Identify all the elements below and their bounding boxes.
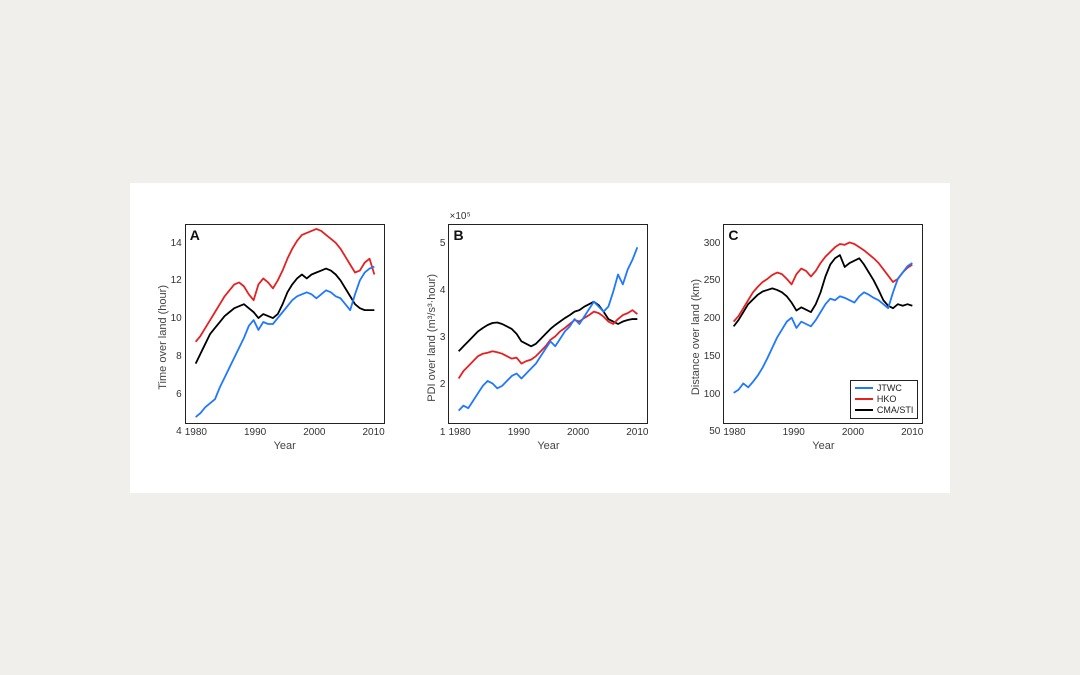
xtick-label: 2000 bbox=[842, 427, 864, 438]
xtick-label: 2000 bbox=[567, 427, 589, 438]
ytick-label: 50 bbox=[709, 426, 720, 437]
panel-b-plotbox: ×10⁵ B bbox=[448, 224, 648, 424]
panel-b-xticks: 1980 1990 2000 2010 bbox=[448, 427, 648, 438]
legend: JTWCHKOCMA/STI bbox=[850, 380, 919, 419]
ytick-label: 6 bbox=[176, 389, 182, 400]
xtick-label: 2010 bbox=[626, 427, 648, 438]
figure-card: Time over land (hour) 141210864 A 198019… bbox=[130, 183, 950, 493]
panel-c-xticks: 1980 1990 2000 2010 bbox=[723, 427, 923, 438]
ytick-label: 1 bbox=[440, 427, 446, 438]
page-background: Time over land (hour) 141210864 A 198019… bbox=[0, 0, 1080, 675]
ytick-label: 200 bbox=[704, 313, 721, 324]
legend-label: CMA/STI bbox=[877, 405, 914, 416]
ytick-label: 5 bbox=[440, 238, 446, 249]
ytick-label: 10 bbox=[171, 313, 182, 324]
panel-a-svg bbox=[186, 225, 384, 423]
panel-a-xticks: 1980 1990 2000 2010 bbox=[185, 427, 385, 438]
panel-a-yticks: 14 12 10 8 6 4 bbox=[171, 238, 182, 438]
panel-a-plotbox: A bbox=[185, 224, 385, 424]
panel-b-svg bbox=[449, 225, 647, 423]
panel-c: Distance over land (km) 300 250 200 150 100 5… bbox=[690, 224, 924, 452]
ytick-label: 250 bbox=[704, 275, 721, 286]
xtick-label: 1980 bbox=[448, 427, 470, 438]
panel-b-yticks: 5 4 3 2 1 bbox=[440, 238, 446, 438]
panel-b-xlabel: Year bbox=[537, 440, 559, 452]
ytick-label: 2 bbox=[440, 379, 446, 390]
panel-c-xlabel: Year bbox=[812, 440, 834, 452]
panel-a-ylabel: Time over land (hour) bbox=[157, 285, 169, 390]
panel-b-exponent: ×10⁵ bbox=[449, 211, 470, 222]
ytick-label: 14 bbox=[171, 238, 182, 249]
xtick-label: 1980 bbox=[185, 427, 207, 438]
xtick-label: 1990 bbox=[244, 427, 266, 438]
legend-swatch bbox=[855, 398, 873, 400]
ytick-label: 300 bbox=[704, 238, 721, 249]
legend-row: JTWC bbox=[855, 383, 914, 394]
legend-label: HKO bbox=[877, 394, 897, 405]
xtick-label: 2010 bbox=[362, 427, 384, 438]
xtick-label: 2010 bbox=[901, 427, 923, 438]
panel-b-ylabel: PDI over land (m³/s³·hour) bbox=[426, 274, 438, 402]
panel-c-ylabel: Distance over land (km) bbox=[690, 279, 702, 395]
ytick-label: 100 bbox=[704, 389, 721, 400]
xtick-label: 1990 bbox=[508, 427, 530, 438]
panel-a: Time over land (hour) 141210864 A 198019… bbox=[157, 224, 385, 452]
legend-label: JTWC bbox=[877, 383, 902, 394]
ytick-label: 4 bbox=[440, 285, 446, 296]
ytick-label: 12 bbox=[171, 275, 182, 286]
legend-swatch bbox=[855, 409, 873, 411]
panel-a-xlabel: Year bbox=[274, 440, 296, 452]
panel-c-yticks: 300 250 200 150 100 50 bbox=[704, 238, 721, 438]
xtick-label: 1990 bbox=[783, 427, 805, 438]
panel-c-plotbox: C JTWCHKOCMA/STI bbox=[723, 224, 923, 424]
ytick-label: 8 bbox=[176, 351, 182, 362]
ytick-label: 3 bbox=[440, 332, 446, 343]
legend-row: CMA/STI bbox=[855, 405, 914, 416]
xtick-label: 1980 bbox=[723, 427, 745, 438]
panel-b: PDI over land (m³/s³·hour) 54321 ×10⁵ B … bbox=[426, 224, 649, 452]
legend-row: HKO bbox=[855, 394, 914, 405]
ytick-label: 150 bbox=[704, 351, 721, 362]
legend-swatch bbox=[855, 387, 873, 389]
ytick-label: 4 bbox=[176, 426, 182, 437]
xtick-label: 2000 bbox=[303, 427, 325, 438]
